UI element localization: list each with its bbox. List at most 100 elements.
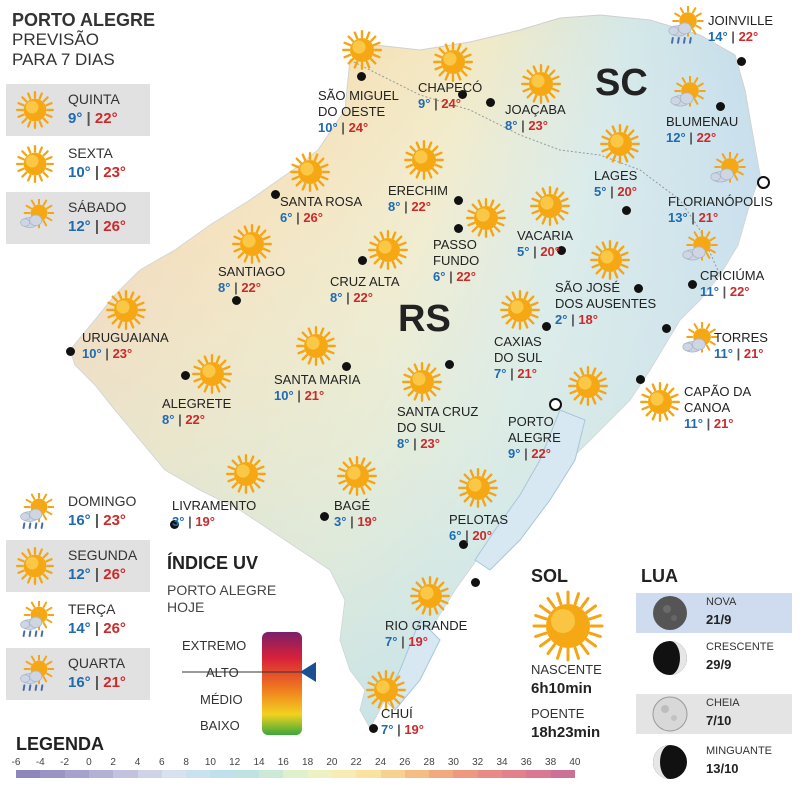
city-label: BLUMENAU 12° | 22° [666, 114, 738, 146]
city-name-line2: ALEGRE [508, 430, 561, 445]
sun-icon [466, 198, 506, 238]
city-temps: 6° | 20° [449, 528, 492, 543]
legend-value: 14 [253, 757, 265, 768]
city-weather-icon [192, 354, 232, 399]
city-max: 21° [713, 416, 734, 431]
city-label: SANTIAGO 8° | 22° [218, 264, 285, 296]
city-min: 8° [162, 412, 175, 427]
legend-value: 10 [204, 757, 216, 768]
city-marker [636, 375, 645, 384]
city-max: 19° [195, 514, 215, 529]
sun-icon [368, 230, 408, 270]
sun-icon [458, 468, 498, 508]
city-label: SANTA ROSA 6° | 26° [280, 194, 362, 226]
city-min: 10° [318, 120, 338, 135]
forecast-temps: 10° | 23° [68, 164, 126, 181]
city-min: 11° [700, 284, 719, 299]
uv-level-medio: MÉDIO [200, 692, 243, 707]
legend-value: 24 [374, 757, 387, 768]
city-marker [622, 206, 631, 215]
new-moon-icon [653, 596, 687, 630]
city-marker [454, 224, 463, 233]
city-temps: 10° | 21° [274, 388, 325, 403]
city-max: 22° [241, 280, 261, 295]
city-label: PORTO ALEGRE 9° | 22° [508, 414, 561, 462]
city-temps: 11° | 21° [714, 346, 764, 361]
city-temps: 2° | 18° [555, 312, 598, 327]
city-temps: 11° | 22° [700, 284, 750, 299]
forecast-max: 23° [103, 164, 126, 181]
city-name: SANTA ROSA [280, 194, 363, 209]
city-max: 19° [357, 514, 377, 529]
city-min: 14° [708, 29, 728, 44]
forecast-max: 21° [103, 674, 126, 691]
legend-color-swatch [404, 770, 430, 778]
city-name: URUGUAIANA [82, 330, 169, 345]
city-max: 20° [472, 528, 492, 543]
rain-sun-icon [20, 491, 55, 529]
city-max: 19° [404, 722, 424, 737]
legend-value: 22 [350, 757, 362, 768]
moon-phase-row: MINGUANTE 13/10 [636, 742, 792, 782]
sun-icon [568, 366, 608, 406]
city-label: BAGÉ 3° | 19° [334, 498, 377, 530]
legend-value: 36 [520, 757, 532, 768]
uv-subtitle-2: HOJE [167, 599, 205, 615]
city-temps: 8° | 22° [218, 280, 261, 295]
lua-title: LUA [641, 566, 678, 586]
legend-color-swatch [186, 770, 211, 778]
city-max: 22° [185, 412, 205, 427]
city-name: SANTA CRUZ [397, 404, 479, 419]
city-max: 22° [696, 130, 717, 145]
moon-phase-row: CRESCENTE 29/9 [636, 638, 792, 678]
forecast-day-name: DOMINGO [68, 493, 137, 509]
forecast-day: TERÇA 14° | 26° [6, 594, 150, 646]
city-label: URUGUAIANA 10° | 23° [82, 330, 169, 362]
sun-icon [410, 576, 450, 616]
sun-icon [106, 290, 146, 330]
city-marker [454, 196, 463, 205]
city-label: PELOTAS 6° | 20° [449, 512, 508, 544]
city-name: SÃO MIGUEL [318, 88, 399, 103]
city-marker [557, 246, 566, 255]
city-temps: 8° | 23° [397, 436, 440, 451]
city-max: 24° [441, 96, 461, 111]
city-weather-icon [500, 290, 540, 335]
moon-phase-row: CHEIA 7/10 [636, 694, 792, 734]
forecast-day: QUINTA 9° | 22° [6, 84, 150, 136]
rain-sun-icon [668, 5, 704, 44]
legend-value: 20 [326, 757, 338, 768]
title-block: PORTO ALEGRE PREVISÃO PARA 7 DIAS [12, 10, 155, 70]
city-label: LIVRAMENTO 3° | 19° [172, 498, 256, 530]
legend-color-swatch [380, 770, 406, 778]
legend-color-swatch [526, 770, 552, 778]
city-min: 8° [218, 280, 231, 295]
sun-icon [590, 240, 630, 280]
state-border [349, 59, 721, 276]
city-temps: 12° | 22° [666, 130, 717, 145]
forecast-day-name: QUINTA [68, 91, 120, 107]
city-label: CAXIAS DO SUL 7° | 21° [494, 334, 542, 382]
city-marker [445, 360, 454, 369]
city-label: PASSO FUNDO 6° | 22° [433, 237, 479, 285]
city-min: 6° [280, 210, 293, 225]
sunrise-label: NASCENTE [531, 662, 602, 677]
sunset-label: POENTE [531, 706, 585, 721]
city-label: CRUZ ALTA 8° | 22° [330, 274, 400, 306]
moon-phase-name: NOVA [706, 596, 737, 608]
city-weather-icon [368, 230, 408, 275]
moon-phase-name: CHEIA [706, 697, 740, 709]
city-min: 9° [418, 96, 431, 111]
city-temps: 8° | 22° [162, 412, 205, 427]
forecast-day: SÁBADO 12° | 26° [6, 192, 150, 244]
legend-value: -2 [60, 757, 70, 768]
sunset-time: 18h23min [531, 724, 601, 741]
city-temps: 9° | 24° [418, 96, 461, 111]
city-min: 7° [381, 722, 394, 737]
city-temps: 11° | 21° [684, 416, 734, 431]
forecast-min: 16° [68, 512, 91, 529]
city-temps: 8° | 23° [505, 118, 548, 133]
legend-value: 34 [496, 757, 508, 768]
city-weather-icon [590, 240, 630, 285]
city-min: 2° [555, 312, 568, 327]
